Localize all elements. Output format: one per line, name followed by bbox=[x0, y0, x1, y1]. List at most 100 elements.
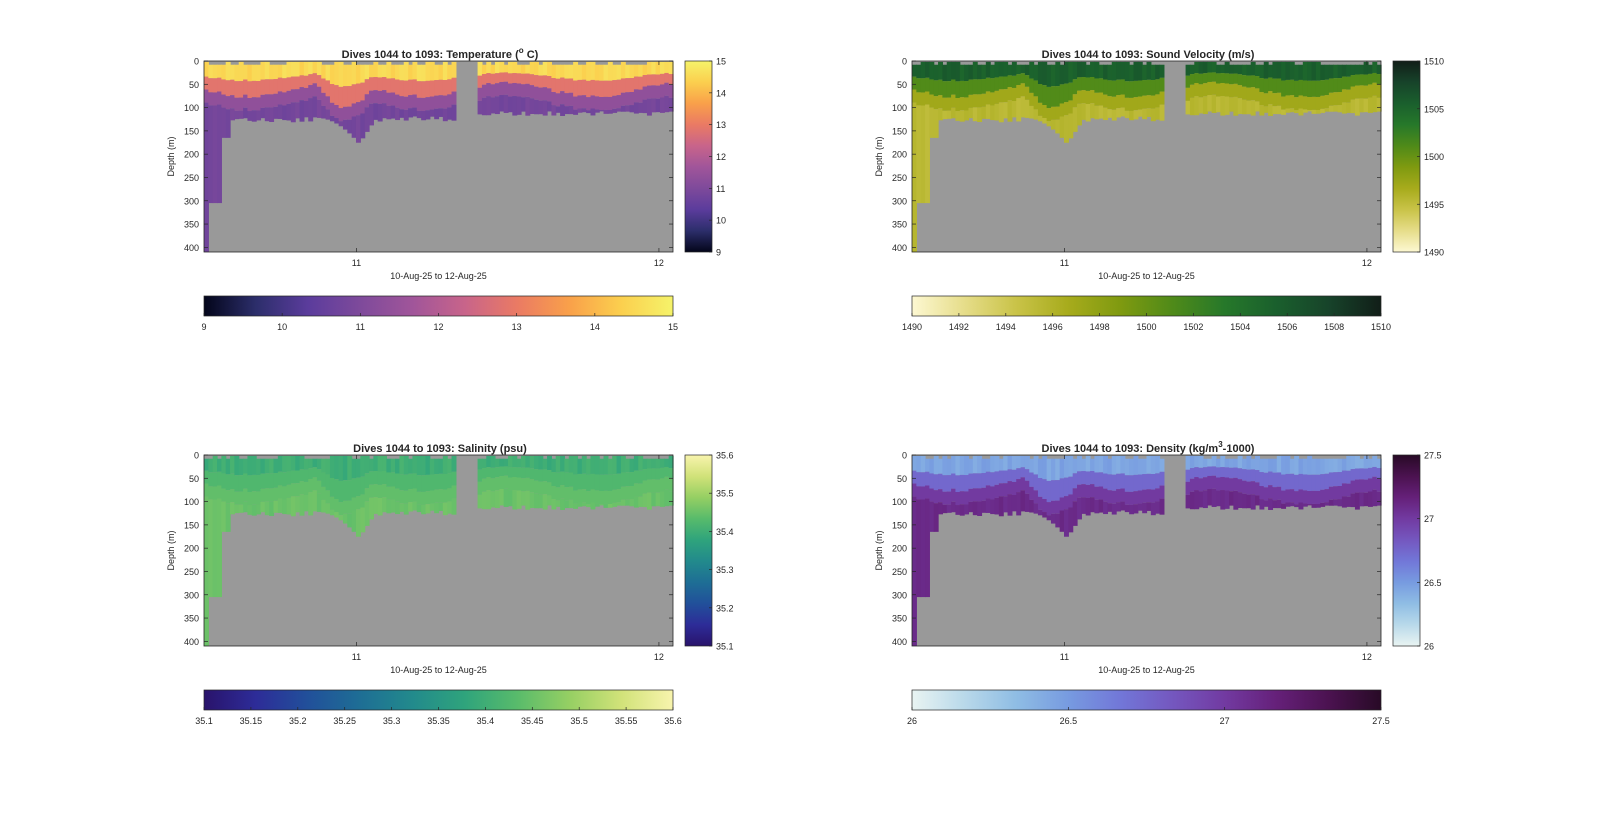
profile-cell bbox=[512, 476, 518, 491]
profile-cell bbox=[481, 468, 487, 479]
profile-cell bbox=[1207, 61, 1213, 73]
profile-cell bbox=[1211, 488, 1217, 507]
profile-cell bbox=[1324, 458, 1330, 474]
profile-cell bbox=[599, 110, 605, 112]
profile-cell bbox=[264, 458, 270, 474]
profile-cell bbox=[369, 497, 374, 520]
profile-cell bbox=[646, 74, 652, 86]
profile-cell bbox=[1307, 491, 1313, 505]
profile-cell bbox=[633, 76, 639, 90]
profile-cell bbox=[629, 458, 635, 473]
profile-cell bbox=[251, 97, 257, 111]
profile-cell bbox=[603, 96, 609, 110]
profile-cell bbox=[490, 478, 496, 492]
profile-cell bbox=[542, 494, 548, 510]
profile-cell bbox=[525, 490, 531, 510]
profile-cell bbox=[1050, 513, 1056, 524]
profile-cell bbox=[642, 480, 648, 494]
profile-cell bbox=[260, 94, 266, 108]
profile-cell bbox=[1285, 455, 1291, 474]
profile-cell bbox=[568, 455, 574, 473]
profile-cell bbox=[408, 473, 414, 490]
profile-cell bbox=[1229, 478, 1234, 492]
profile-cell bbox=[351, 103, 357, 117]
profile-cell bbox=[664, 61, 670, 73]
profile-cell bbox=[321, 486, 327, 500]
profile-cell bbox=[620, 486, 626, 500]
profile-cell bbox=[251, 64, 257, 81]
profile-cell bbox=[481, 74, 487, 85]
profile-cell bbox=[1224, 96, 1230, 115]
profile-cell bbox=[929, 501, 935, 532]
profile-cell bbox=[286, 497, 292, 515]
profile-cell bbox=[1324, 473, 1330, 490]
profile-cell bbox=[1341, 470, 1347, 484]
profile-cell bbox=[447, 79, 453, 95]
profile-cell bbox=[594, 109, 600, 113]
profile-cell bbox=[599, 504, 605, 506]
profile-cell bbox=[1124, 475, 1130, 492]
profile-cell bbox=[230, 489, 235, 503]
profile-cell bbox=[212, 105, 218, 204]
profile-cell bbox=[1077, 471, 1082, 485]
profile-cell bbox=[581, 95, 587, 109]
profile-cell bbox=[377, 77, 383, 91]
profile-cell bbox=[990, 92, 996, 106]
profile-cell bbox=[1289, 108, 1295, 113]
profile-cell bbox=[238, 458, 244, 476]
profile-cell bbox=[351, 497, 357, 511]
profile-cell bbox=[1302, 503, 1308, 507]
profile-cell bbox=[1285, 473, 1291, 490]
profile-cell bbox=[1072, 61, 1078, 80]
profile-cell bbox=[1198, 455, 1204, 468]
profile-cell bbox=[1189, 64, 1195, 75]
profile-cell bbox=[1020, 477, 1026, 491]
profile-cell bbox=[568, 472, 574, 487]
profile-cell bbox=[377, 497, 383, 516]
profile-cell bbox=[247, 492, 253, 506]
profile-cell bbox=[1011, 469, 1017, 482]
profile-cell bbox=[525, 73, 531, 84]
profile-cell bbox=[651, 479, 657, 493]
profile-cell bbox=[408, 79, 414, 96]
profile-cell bbox=[212, 92, 218, 106]
profile-cell bbox=[1363, 61, 1369, 75]
profile-cell bbox=[1042, 479, 1048, 499]
profile-cell bbox=[1142, 489, 1148, 503]
profile-cell bbox=[1350, 99, 1356, 114]
profile-cell bbox=[1359, 98, 1365, 113]
profile-cell bbox=[1020, 73, 1026, 84]
profile-cell bbox=[507, 455, 513, 468]
profile-cell bbox=[334, 118, 340, 124]
profile-cell bbox=[646, 458, 652, 469]
profile-cell bbox=[1376, 64, 1382, 75]
profile-cell bbox=[1320, 64, 1326, 81]
profile-cell bbox=[1155, 501, 1161, 514]
profile-cell bbox=[1068, 476, 1074, 495]
profile-cell bbox=[547, 455, 552, 471]
profile-cell bbox=[547, 482, 552, 496]
profile-cell bbox=[625, 499, 631, 506]
profile-cell bbox=[1294, 97, 1300, 111]
profile-cell bbox=[985, 61, 991, 78]
profile-cell bbox=[1098, 486, 1104, 500]
profile-cell bbox=[603, 455, 609, 475]
profile-cell bbox=[325, 80, 331, 97]
profile-cell bbox=[964, 81, 970, 98]
profile-cell bbox=[395, 107, 401, 121]
profile-cell bbox=[651, 74, 657, 86]
profile-cell bbox=[590, 502, 596, 510]
profile-cell bbox=[312, 73, 318, 84]
profile-cell bbox=[968, 458, 974, 474]
profile-cell bbox=[990, 105, 996, 121]
profile-cell bbox=[1133, 455, 1139, 475]
profile-cell bbox=[486, 96, 492, 116]
profile-cell bbox=[946, 61, 952, 82]
profile-cell bbox=[1055, 480, 1061, 501]
profile-cell bbox=[412, 79, 418, 95]
profile-cell bbox=[577, 458, 583, 474]
profile-cell bbox=[1350, 64, 1356, 76]
profile-cell bbox=[221, 64, 227, 80]
profile-cell bbox=[1354, 85, 1360, 99]
profile-cell bbox=[1337, 472, 1343, 487]
